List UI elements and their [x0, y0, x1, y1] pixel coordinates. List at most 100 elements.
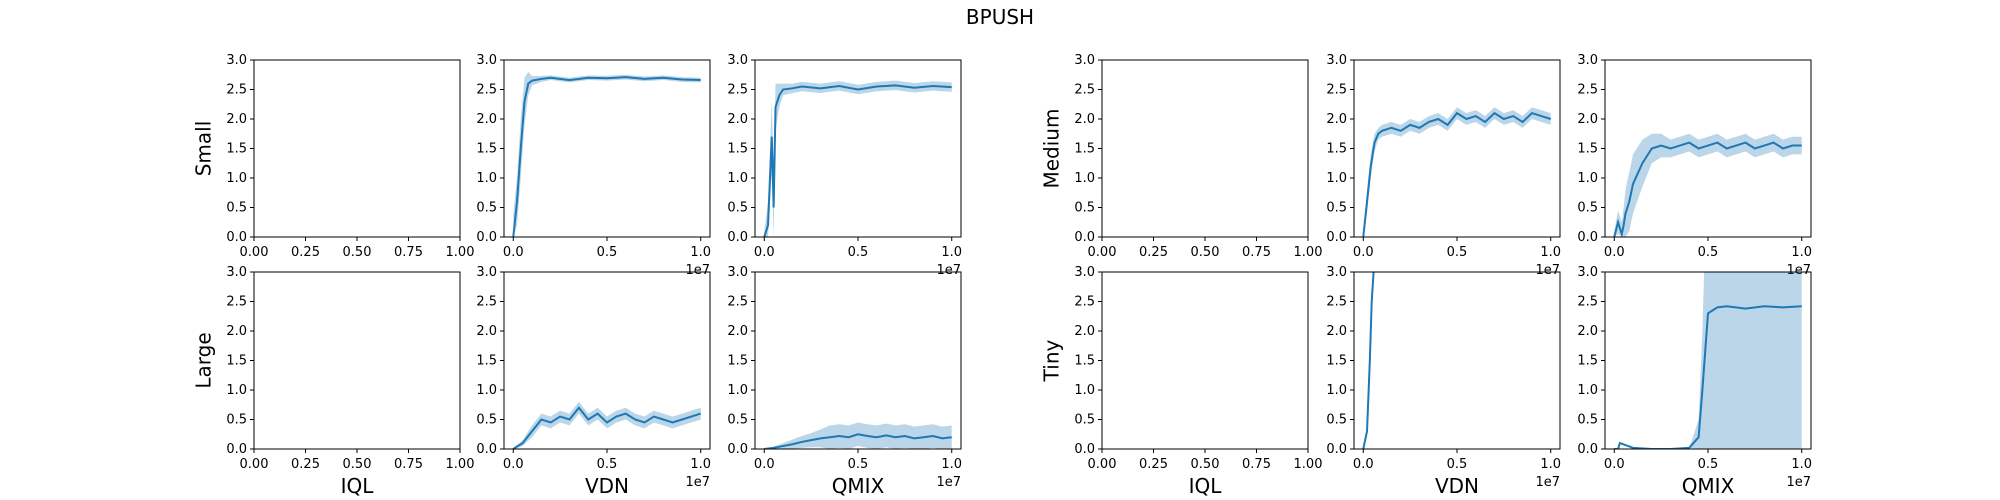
x-tick-label: 0.5	[848, 245, 869, 260]
y-tick-label: 3.0	[226, 265, 247, 280]
series-line	[763, 84, 952, 237]
row-label-medium: Medium	[1040, 109, 1064, 189]
y-tick-label: 1.0	[1326, 171, 1347, 186]
y-tick-label: 2.0	[1577, 324, 1598, 339]
y-tick-label: 0.0	[1577, 230, 1598, 245]
y-tick-label: 1.5	[727, 354, 748, 369]
y-tick-label: 2.5	[1577, 83, 1598, 98]
series-line	[512, 76, 701, 237]
x-tick-label: 1.0	[1540, 457, 1561, 472]
x-tick-label: 0.50	[343, 245, 372, 260]
panel-large-iql: 0.0 0.5 1.0 1.5 2.0 2.5 3.0 0.00 0.25 0.50 0.75 1.0…	[226, 265, 474, 498]
series-group	[1613, 133, 1802, 237]
y-tick-label: 2.0	[476, 324, 497, 339]
column-label-iql: IQL	[1189, 474, 1223, 498]
y-tick-label: 1.5	[1074, 354, 1095, 369]
column-label-iql: IQL	[341, 474, 375, 498]
x-exponent-label: 1e7	[685, 475, 710, 490]
y-tick-label: 2.0	[1577, 112, 1598, 127]
x-tick-label: 1.0	[1791, 457, 1812, 472]
x-tick-label: 1.0	[941, 457, 962, 472]
y-tick-label: 0.0	[1577, 442, 1598, 457]
x-tick-label: 0.25	[291, 457, 320, 472]
y-tick-label: 1.5	[1326, 142, 1347, 157]
x-exponent-label: 1e7	[1786, 263, 1811, 278]
x-tick-label: 0.0	[754, 245, 775, 260]
panel-frame	[1101, 59, 1309, 238]
panel-frame	[1353, 271, 1561, 450]
x-tick-label: 0.5	[848, 457, 869, 472]
y-tick-label: 0.0	[226, 230, 247, 245]
series-line	[512, 406, 702, 449]
y-tick-label: 0.5	[727, 413, 748, 428]
x-tick-label: 0.75	[394, 457, 423, 472]
series-line	[1613, 141, 1802, 237]
y-tick-label: 1.0	[1326, 383, 1347, 398]
series-group	[763, 80, 952, 237]
panel-frame	[1101, 271, 1309, 450]
x-tick-label: 1.0	[1791, 245, 1812, 260]
y-tick-label: 0.5	[1577, 201, 1598, 216]
y-tick-label: 2.5	[226, 295, 247, 310]
x-tick-label: 0.0	[1604, 245, 1625, 260]
y-tick-label: 0.5	[1074, 413, 1095, 428]
column-label-qmix: QMIX	[1682, 474, 1735, 498]
y-tick-label: 0.5	[727, 201, 748, 216]
y-tick-label: 1.0	[226, 383, 247, 398]
y-tick-label: 2.0	[1074, 112, 1095, 127]
y-tick-label: 2.0	[476, 112, 497, 127]
y-tick-label: 1.0	[1577, 383, 1598, 398]
x-tick-label: 0.75	[1242, 457, 1271, 472]
y-tick-label: 0.0	[476, 230, 497, 245]
x-tick-label: 0.5	[1447, 245, 1468, 260]
panel-tiny-qmix: 0.0 0.5 1.0 1.5 2.0 2.5 3.0 0.0 0.5 1.0 1e7 QMIX	[1577, 265, 1812, 498]
series-group	[764, 422, 952, 449]
confidence-band	[513, 401, 701, 449]
panel-large-vdn: 0.0 0.5 1.0 1.5 2.0 2.5 3.0 0.0 0.5 1.0 1e7 VDN	[476, 265, 711, 498]
y-tick-label: 3.0	[1074, 53, 1095, 68]
x-tick-label: 0.75	[394, 245, 423, 260]
panel-frame	[503, 59, 711, 238]
y-tick-label: 1.0	[727, 171, 748, 186]
confidence-band	[1363, 107, 1551, 237]
series-group	[1362, 107, 1552, 237]
panel-tiny-iql: 0.0 0.5 1.0 1.5 2.0 2.5 3.0 0.00 0.25 0.50 0.75 1.0…	[1074, 265, 1322, 498]
x-tick-label: 1.00	[1294, 245, 1323, 260]
x-tick-label: 0.50	[1191, 245, 1220, 260]
y-tick-label: 2.0	[1326, 324, 1347, 339]
y-tick-label: 3.0	[476, 265, 497, 280]
x-tick-label: 1.0	[941, 245, 962, 260]
column-label-qmix: QMIX	[832, 474, 885, 498]
x-tick-label: 0.0	[1353, 245, 1374, 260]
x-tick-label: 0.00	[240, 245, 269, 260]
x-tick-label: 0.25	[1139, 245, 1168, 260]
y-tick-label: 1.5	[1074, 142, 1095, 157]
y-tick-label: 3.0	[727, 53, 748, 68]
y-tick-label: 1.0	[1074, 383, 1095, 398]
column-label-vdn: VDN	[1435, 474, 1479, 498]
y-tick-label: 1.5	[226, 142, 247, 157]
y-tick-label: 1.0	[476, 383, 497, 398]
panel-frame	[253, 59, 461, 238]
y-tick-label: 1.0	[1577, 171, 1598, 186]
y-tick-label: 3.0	[1074, 265, 1095, 280]
x-tick-label: 0.00	[1088, 245, 1117, 260]
x-exponent-label: 1e7	[685, 263, 710, 278]
series-line	[1362, 111, 1552, 237]
y-tick-label: 0.5	[476, 413, 497, 428]
y-tick-label: 3.0	[1577, 265, 1598, 280]
y-tick-label: 3.0	[1577, 53, 1598, 68]
row-label-tiny: Tiny	[1040, 340, 1064, 383]
y-tick-label: 1.0	[476, 171, 497, 186]
y-tick-label: 0.0	[727, 230, 748, 245]
x-tick-label: 0.50	[1191, 457, 1220, 472]
y-tick-label: 0.5	[226, 201, 247, 216]
y-tick-label: 0.5	[1577, 413, 1598, 428]
y-tick-label: 1.5	[226, 354, 247, 369]
y-tick-label: 0.5	[1326, 413, 1347, 428]
panel-small-vdn: 0.0 0.5 1.0 1.5 2.0 2.5 3.0 0.0 0.5 1.0 1e7	[476, 53, 711, 278]
y-tick-label: 0.0	[1074, 442, 1095, 457]
x-tick-label: 0.0	[503, 245, 524, 260]
